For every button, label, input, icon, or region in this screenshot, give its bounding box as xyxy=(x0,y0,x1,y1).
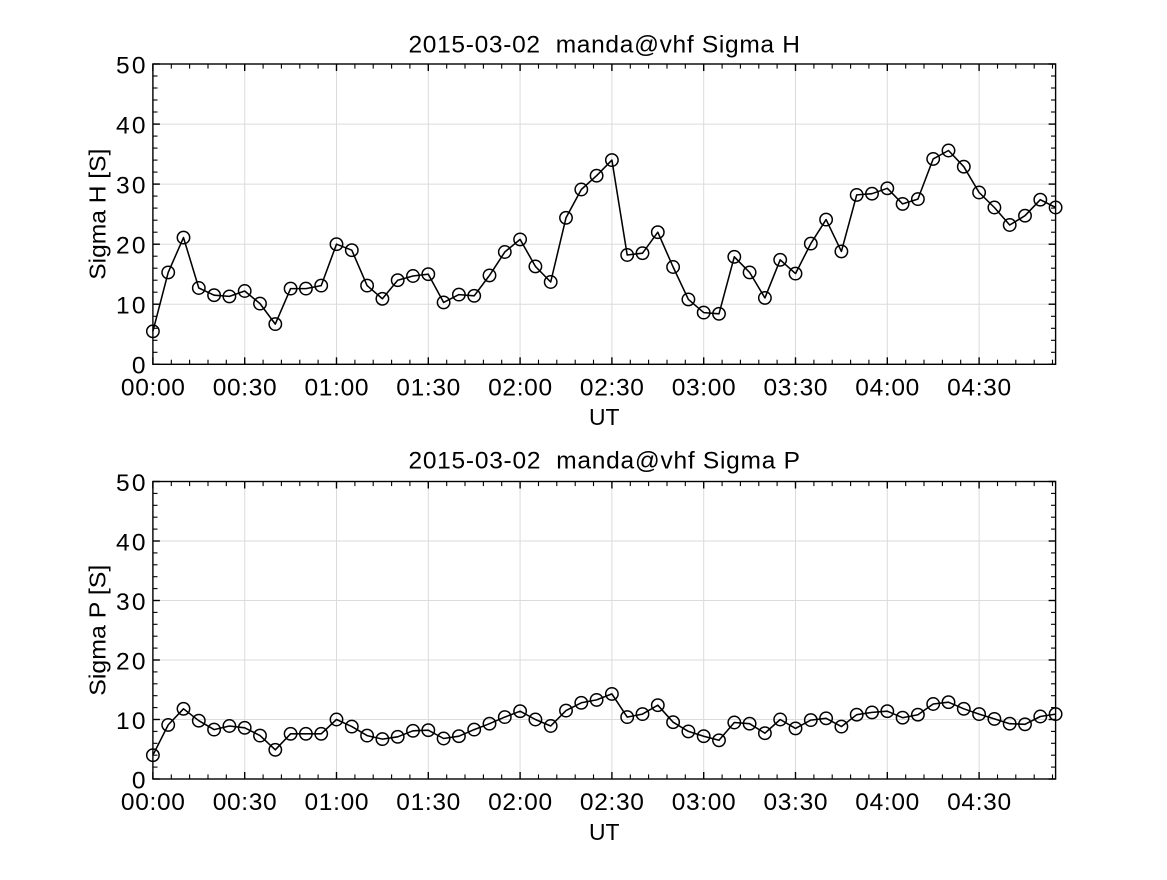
svg-text:0: 0 xyxy=(132,767,146,794)
svg-text:2015-03-02 manda@vhf Sigma P: 2015-03-02 manda@vhf Sigma P xyxy=(408,447,800,474)
svg-text:01:30: 01:30 xyxy=(396,789,460,816)
svg-text:0: 0 xyxy=(132,353,146,380)
svg-text:Sigma H [S]: Sigma H [S] xyxy=(85,149,111,280)
svg-text:04:30: 04:30 xyxy=(947,789,1011,816)
svg-text:01:00: 01:00 xyxy=(305,789,369,816)
svg-text:Sigma P [S]: Sigma P [S] xyxy=(85,565,111,696)
svg-text:01:00: 01:00 xyxy=(305,375,369,402)
svg-text:00:30: 00:30 xyxy=(213,789,277,816)
svg-text:04:00: 04:00 xyxy=(855,789,919,816)
svg-text:2015-03-02 manda@vhf Sigma H: 2015-03-02 manda@vhf Sigma H xyxy=(408,32,800,59)
svg-text:02:30: 02:30 xyxy=(580,789,644,816)
svg-text:03:30: 03:30 xyxy=(764,375,828,402)
svg-text:UT: UT xyxy=(589,404,620,430)
svg-text:03:30: 03:30 xyxy=(764,789,828,816)
svg-text:00:00: 00:00 xyxy=(121,375,185,402)
svg-text:UT: UT xyxy=(589,819,620,845)
svg-text:02:30: 02:30 xyxy=(580,375,644,402)
svg-text:00:30: 00:30 xyxy=(213,375,277,402)
svg-text:00:00: 00:00 xyxy=(121,789,185,816)
svg-text:01:30: 01:30 xyxy=(396,375,460,402)
svg-text:02:00: 02:00 xyxy=(488,789,552,816)
svg-text:03:00: 03:00 xyxy=(672,789,736,816)
svg-text:03:00: 03:00 xyxy=(672,375,736,402)
svg-text:04:00: 04:00 xyxy=(855,375,919,402)
svg-text:02:00: 02:00 xyxy=(488,375,552,402)
svg-text:04:30: 04:30 xyxy=(947,375,1011,402)
